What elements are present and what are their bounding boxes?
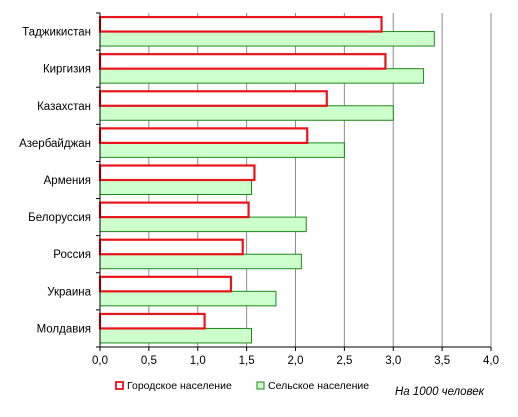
x-tick-label: 0,0 bbox=[92, 355, 108, 367]
bar-urban bbox=[98, 90, 328, 107]
category-label: Киргизия bbox=[43, 64, 91, 76]
x-tick-label: 1,0 bbox=[190, 355, 206, 367]
bar-urban bbox=[98, 127, 309, 144]
bars bbox=[98, 15, 435, 344]
bar-rural bbox=[99, 31, 435, 47]
category-label: Украина bbox=[47, 286, 91, 298]
x-tick-label: 2,5 bbox=[336, 355, 352, 367]
bar-rural bbox=[99, 142, 345, 158]
legend-label-urban: Городское население bbox=[127, 380, 232, 392]
category-label: Молдавия bbox=[37, 323, 91, 335]
x-tick-label: 2,0 bbox=[288, 355, 304, 367]
bar-rural bbox=[99, 216, 307, 233]
bar-rural bbox=[99, 327, 253, 344]
category-label: Россия bbox=[53, 249, 91, 261]
legend-label-rural: Сельское население bbox=[268, 380, 369, 392]
category-label: Азербайджан bbox=[19, 138, 91, 150]
bar-urban bbox=[98, 53, 387, 70]
category-label: Армения bbox=[44, 175, 91, 187]
bar-urban bbox=[98, 275, 233, 293]
axes bbox=[96, 12, 492, 351]
bar-urban bbox=[98, 238, 244, 256]
bar-rural bbox=[99, 290, 277, 307]
x-tick-label: 1,5 bbox=[239, 355, 255, 367]
legend-swatch-rural bbox=[256, 381, 265, 390]
category-labels: Таджикистан Киргизия Казахстан Азербайджан А… bbox=[19, 27, 91, 336]
bar-urban bbox=[98, 312, 206, 330]
x-tick-label: 3,0 bbox=[385, 355, 401, 367]
units-note: На 1000 человек bbox=[395, 386, 485, 398]
x-tick-label: 0,5 bbox=[141, 355, 157, 367]
tick-labels: 0,0 0,5 1,0 1,5 2,0 2,5 3,0 3,5 4,0 bbox=[92, 355, 499, 367]
bar-rural bbox=[99, 253, 302, 270]
bar-rural bbox=[99, 68, 425, 84]
bar-urban bbox=[98, 15, 383, 33]
bar-urban bbox=[98, 164, 256, 182]
x-tick-label: 4,0 bbox=[483, 355, 499, 367]
x-tick-label: 3,5 bbox=[434, 355, 450, 367]
category-label: Белоруссия bbox=[28, 212, 91, 224]
legend: Городское население Сельское население bbox=[115, 380, 369, 392]
category-label: Казахстан bbox=[37, 101, 91, 113]
category-label: Таджикистан bbox=[22, 27, 91, 39]
bar-rural bbox=[99, 179, 253, 195]
bar-urban bbox=[98, 201, 250, 219]
legend-swatch-urban bbox=[115, 381, 124, 390]
bar-rural bbox=[99, 105, 394, 121]
